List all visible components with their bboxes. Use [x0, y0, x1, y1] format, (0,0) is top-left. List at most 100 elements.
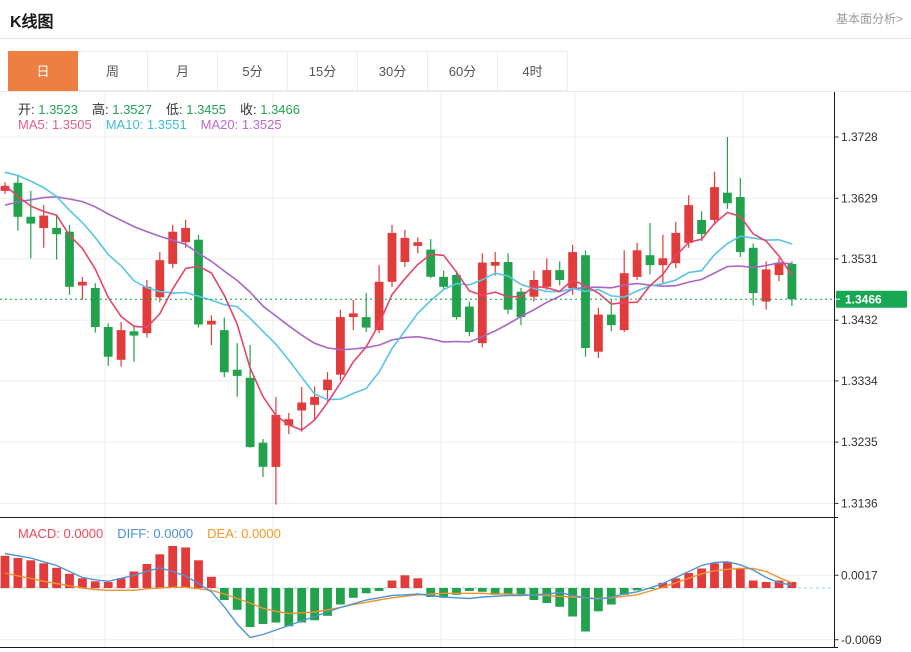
indicator-item: MA10: 1.3551 [105, 117, 187, 132]
candle [606, 314, 616, 326]
macd-bar [271, 588, 281, 623]
macd-bar [761, 582, 771, 588]
tab-4时[interactable]: 4时 [498, 51, 568, 91]
price-tick-label: 1.3136 [841, 496, 878, 510]
price-tick-label: 1.3334 [841, 374, 878, 388]
macd-bar [90, 581, 100, 589]
macd-bar [181, 547, 190, 588]
price-tick-label: 1.3629 [841, 191, 878, 205]
macd-bar [490, 588, 500, 595]
candle [568, 252, 577, 288]
macd-bar [65, 573, 74, 589]
candle [245, 377, 255, 448]
candle [0, 185, 10, 191]
tab-30分[interactable]: 30分 [358, 51, 428, 91]
indicator-item: 低: 1.3455 [166, 102, 226, 117]
candle [452, 275, 461, 318]
candles [0, 137, 797, 505]
macd-bar [207, 576, 216, 589]
candle [477, 262, 487, 344]
candle [142, 286, 152, 334]
ma-readout: MA5: 1.3505 MA10: 1.3551 MA20: 1.3525 [18, 117, 296, 132]
tab-日[interactable]: 日 [8, 51, 78, 91]
candle [465, 306, 474, 332]
candle [632, 250, 642, 277]
tab-15分[interactable]: 15分 [288, 51, 358, 91]
macd-bar [581, 588, 590, 632]
candle [413, 242, 423, 246]
macd-bar [684, 573, 694, 588]
candle [374, 281, 384, 331]
candle [284, 419, 294, 426]
candle [181, 228, 190, 243]
timeframe-tabbar: 日周月 5分 15分 30分 60分 4时 [0, 51, 911, 92]
candle [581, 255, 590, 348]
candle [542, 270, 552, 287]
diff-line [4, 552, 793, 639]
macd-bar [477, 588, 487, 592]
candle [684, 205, 694, 243]
candle [658, 258, 668, 266]
macd-bar [452, 588, 461, 595]
indicator-item: MACD: 0.0000 [18, 526, 104, 541]
candle [619, 273, 629, 331]
macd-bar [658, 582, 668, 589]
macd-bar [336, 588, 345, 605]
candle [271, 414, 281, 467]
tab-周[interactable]: 周 [78, 51, 148, 91]
macd-bar [142, 564, 152, 588]
candle [65, 231, 74, 287]
macd-bar [323, 588, 332, 616]
last-price-badge: 1.3466 [834, 290, 907, 308]
candle [168, 231, 178, 264]
candle [232, 369, 242, 376]
macd-tick-label: -0.0069 [841, 633, 882, 647]
candle [26, 216, 36, 224]
macd-bar [387, 580, 397, 588]
candle [52, 228, 61, 235]
macd-bar [258, 588, 268, 624]
indicator-item: 开: 1.3523 [18, 102, 78, 117]
candle [748, 247, 758, 293]
price-tick-label: 1.3728 [841, 130, 878, 144]
ma20-line [4, 195, 792, 351]
candle [116, 330, 126, 360]
candle [323, 379, 332, 391]
tab-60分[interactable]: 60分 [428, 51, 498, 91]
candle [129, 331, 139, 336]
candle [103, 327, 113, 357]
macd-bar [426, 588, 436, 597]
candle [39, 215, 49, 228]
macd-bar [361, 588, 371, 594]
indicator-item: 收: 1.3466 [240, 102, 300, 117]
macd-bar [348, 588, 358, 598]
macd-bar [632, 588, 642, 591]
macd-bar [723, 561, 732, 589]
candle [787, 263, 797, 300]
price-tick-label: 1.3531 [841, 252, 878, 266]
candle [671, 232, 681, 264]
indicator-item: 高: 1.3527 [92, 102, 152, 117]
macd-bar [26, 560, 36, 589]
candle [310, 396, 319, 405]
macd-readout: MACD: 0.0000 DIFF: 0.0000 DEA: 0.0000 [18, 526, 295, 541]
candle [297, 402, 307, 411]
tab-月[interactable]: 月 [148, 51, 218, 91]
candle [594, 314, 603, 352]
candle [207, 320, 216, 325]
macd-histogram [0, 546, 797, 632]
macd-bar [735, 568, 745, 588]
candle [13, 182, 23, 217]
macd-bar [194, 560, 203, 589]
kline-chart[interactable]: 1.3728 1.3629 1.3531 1.3432 1.3334 1.3235 1.31… [0, 85, 911, 652]
candle [774, 262, 784, 275]
candle [723, 192, 732, 204]
macd-bar [774, 580, 784, 588]
macd-bar [129, 571, 139, 588]
macd-bar [13, 558, 23, 588]
price-tick-label: 1.3432 [841, 313, 878, 327]
fundamental-analysis-link[interactable]: 基本面分析> [835, 12, 903, 26]
tab-5分[interactable]: 5分 [218, 51, 288, 91]
dea-line [4, 567, 793, 615]
candle [516, 291, 526, 318]
